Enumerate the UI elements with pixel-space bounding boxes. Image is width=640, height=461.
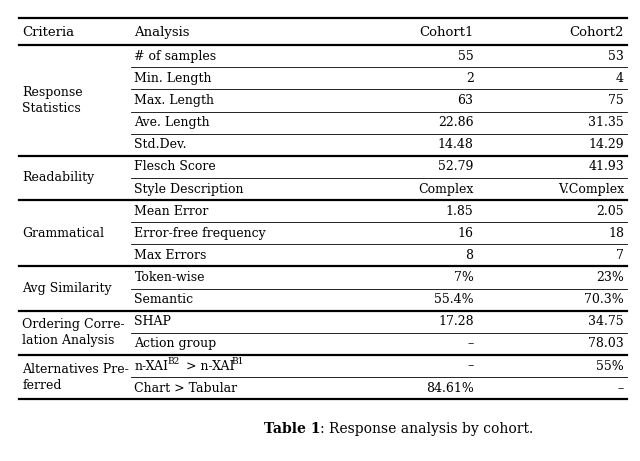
Text: 16: 16: [458, 227, 474, 240]
Text: Ave. Length: Ave. Length: [134, 116, 210, 129]
Text: Flesch Score: Flesch Score: [134, 160, 216, 173]
Text: –: –: [467, 360, 474, 372]
Text: Analysis: Analysis: [134, 26, 190, 39]
Text: Cohort2: Cohort2: [570, 26, 624, 39]
Text: Max Errors: Max Errors: [134, 249, 207, 262]
Text: Style Description: Style Description: [134, 183, 244, 195]
Text: Criteria: Criteria: [22, 26, 74, 39]
Text: 84.61%: 84.61%: [426, 382, 474, 395]
Text: Mean Error: Mean Error: [134, 205, 209, 218]
Text: > n-XAI: > n-XAI: [182, 360, 234, 372]
Text: Min. Length: Min. Length: [134, 72, 212, 85]
Text: 2: 2: [466, 72, 474, 85]
Text: 53: 53: [608, 50, 624, 63]
Text: Alternatives Pre-
ferred: Alternatives Pre- ferred: [22, 363, 129, 391]
Text: 14.29: 14.29: [588, 138, 624, 151]
Text: 41.93: 41.93: [588, 160, 624, 173]
Text: 18: 18: [608, 227, 624, 240]
Text: Max. Length: Max. Length: [134, 94, 214, 107]
Text: Chart > Tabular: Chart > Tabular: [134, 382, 237, 395]
Text: Error-free frequency: Error-free frequency: [134, 227, 266, 240]
Text: 52.79: 52.79: [438, 160, 474, 173]
Text: Avg Similarity: Avg Similarity: [22, 282, 112, 295]
Text: Semantic: Semantic: [134, 293, 193, 306]
Text: 55%: 55%: [596, 360, 624, 372]
Text: 8: 8: [466, 249, 474, 262]
Text: 7: 7: [616, 249, 624, 262]
Text: 70.3%: 70.3%: [584, 293, 624, 306]
Text: 14.48: 14.48: [438, 138, 474, 151]
Text: 55.4%: 55.4%: [434, 293, 474, 306]
Text: 2.05: 2.05: [596, 205, 624, 218]
Text: Response
Statistics: Response Statistics: [22, 86, 83, 115]
Text: –: –: [467, 337, 474, 350]
Text: 63: 63: [458, 94, 474, 107]
Text: B2: B2: [168, 357, 180, 366]
Text: 4: 4: [616, 72, 624, 85]
Text: Cohort1: Cohort1: [419, 26, 474, 39]
Text: : Response analysis by cohort.: : Response analysis by cohort.: [320, 422, 533, 436]
Text: Action group: Action group: [134, 337, 217, 350]
Text: –: –: [618, 382, 624, 395]
Text: 75: 75: [608, 94, 624, 107]
Text: Token-wise: Token-wise: [134, 271, 205, 284]
Text: 22.86: 22.86: [438, 116, 474, 129]
Text: V.Complex: V.Complex: [558, 183, 624, 195]
Text: 78.03: 78.03: [588, 337, 624, 350]
Text: Readability: Readability: [22, 171, 95, 184]
Text: 1.85: 1.85: [446, 205, 474, 218]
Text: Grammatical: Grammatical: [22, 227, 104, 240]
Text: Ordering Corre-
lation Analysis: Ordering Corre- lation Analysis: [22, 319, 125, 347]
Text: Table 1: Table 1: [264, 422, 320, 436]
Text: Std.Dev.: Std.Dev.: [134, 138, 187, 151]
Text: n-XAI: n-XAI: [134, 360, 168, 372]
Text: # of samples: # of samples: [134, 50, 216, 63]
Text: B1: B1: [232, 357, 244, 366]
Text: 23%: 23%: [596, 271, 624, 284]
Text: 55: 55: [458, 50, 474, 63]
Text: Complex: Complex: [418, 183, 474, 195]
Text: SHAP: SHAP: [134, 315, 172, 328]
Text: 31.35: 31.35: [588, 116, 624, 129]
Text: 17.28: 17.28: [438, 315, 474, 328]
Text: 34.75: 34.75: [588, 315, 624, 328]
Text: 7%: 7%: [454, 271, 474, 284]
